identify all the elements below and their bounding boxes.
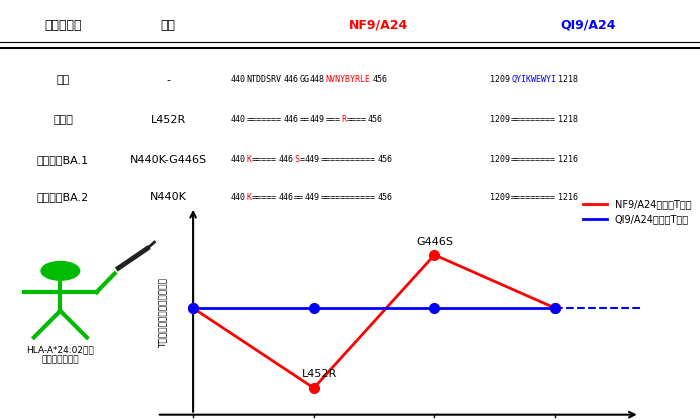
Text: HLA-A*24:02陽性
ワクチン接種者: HLA-A*24:02陽性 ワクチン接種者 — [27, 345, 94, 365]
Text: ウイルス株: ウイルス株 — [44, 19, 82, 32]
Text: L452R: L452R — [150, 115, 186, 125]
Text: 446: 446 — [284, 115, 298, 124]
Text: 440: 440 — [231, 75, 246, 84]
Ellipse shape — [41, 262, 80, 280]
Text: 1209: 1209 — [490, 155, 510, 164]
Text: K: K — [247, 193, 252, 202]
Text: ===========: =========== — [321, 155, 375, 164]
Text: オミクロBA.2: オミクロBA.2 — [37, 192, 89, 202]
Text: 1218: 1218 — [559, 75, 578, 84]
Text: 446: 446 — [279, 193, 293, 202]
Text: 440: 440 — [231, 155, 246, 164]
Text: R: R — [342, 115, 346, 124]
Text: 448: 448 — [310, 75, 325, 84]
Text: 449: 449 — [304, 155, 319, 164]
Text: デルタ: デルタ — [53, 115, 73, 125]
Text: T細胞型の抗ウイルス活性半: T細胞型の抗ウイルス活性半 — [158, 278, 167, 349]
Text: ===========: =========== — [321, 193, 375, 202]
Text: 449: 449 — [304, 193, 319, 202]
Text: =========: ========= — [511, 155, 556, 164]
Text: N440K-G446S: N440K-G446S — [130, 155, 206, 165]
Text: =========: ========= — [511, 193, 556, 202]
Text: NTDDSRV: NTDDSRV — [247, 75, 281, 84]
Text: S: S — [294, 155, 299, 164]
Text: ===: === — [326, 115, 340, 124]
Text: NVNYBYRLE: NVNYBYRLE — [326, 75, 370, 84]
Text: =====: ===== — [252, 193, 277, 202]
Text: 446: 446 — [279, 155, 293, 164]
Text: N440K: N440K — [150, 192, 186, 202]
Text: ==: == — [294, 193, 304, 202]
Text: 456: 456 — [378, 155, 393, 164]
Text: オミクロBA.1: オミクロBA.1 — [37, 155, 89, 165]
Text: -: - — [166, 75, 170, 85]
Text: =======: ======= — [247, 115, 281, 124]
Text: 456: 456 — [378, 193, 393, 202]
Text: 449: 449 — [310, 115, 325, 124]
Text: 440: 440 — [231, 193, 246, 202]
Text: 1209: 1209 — [490, 75, 510, 84]
Text: 1209: 1209 — [490, 115, 510, 124]
Text: 446: 446 — [284, 75, 298, 84]
Text: QYIKWEWYI: QYIKWEWYI — [511, 75, 556, 84]
Text: 1218: 1218 — [559, 115, 578, 124]
Text: 1216: 1216 — [559, 193, 578, 202]
Text: ==: == — [300, 115, 309, 124]
Text: 440: 440 — [231, 115, 246, 124]
Text: =====: ===== — [252, 155, 277, 164]
Text: K: K — [247, 155, 252, 164]
Text: 456: 456 — [373, 75, 388, 84]
Text: GG: GG — [300, 75, 309, 84]
Text: ====: ==== — [346, 115, 367, 124]
Text: 武漢: 武漢 — [57, 75, 69, 85]
Text: QI9/A24: QI9/A24 — [560, 19, 616, 32]
Text: 1216: 1216 — [559, 155, 578, 164]
Text: NF9/A24: NF9/A24 — [349, 19, 407, 32]
Text: =========: ========= — [511, 115, 556, 124]
Text: 1209: 1209 — [490, 193, 510, 202]
Text: 456: 456 — [368, 115, 382, 124]
Text: 変異: 変異 — [160, 19, 176, 32]
Legend: NF9/A24特異的T細胞, QI9/A24特異的T細胞: NF9/A24特異的T細胞, QI9/A24特異的T細胞 — [579, 196, 695, 228]
Text: G446S: G446S — [416, 237, 453, 247]
Text: =: = — [300, 155, 304, 164]
Text: L452R: L452R — [302, 370, 337, 379]
